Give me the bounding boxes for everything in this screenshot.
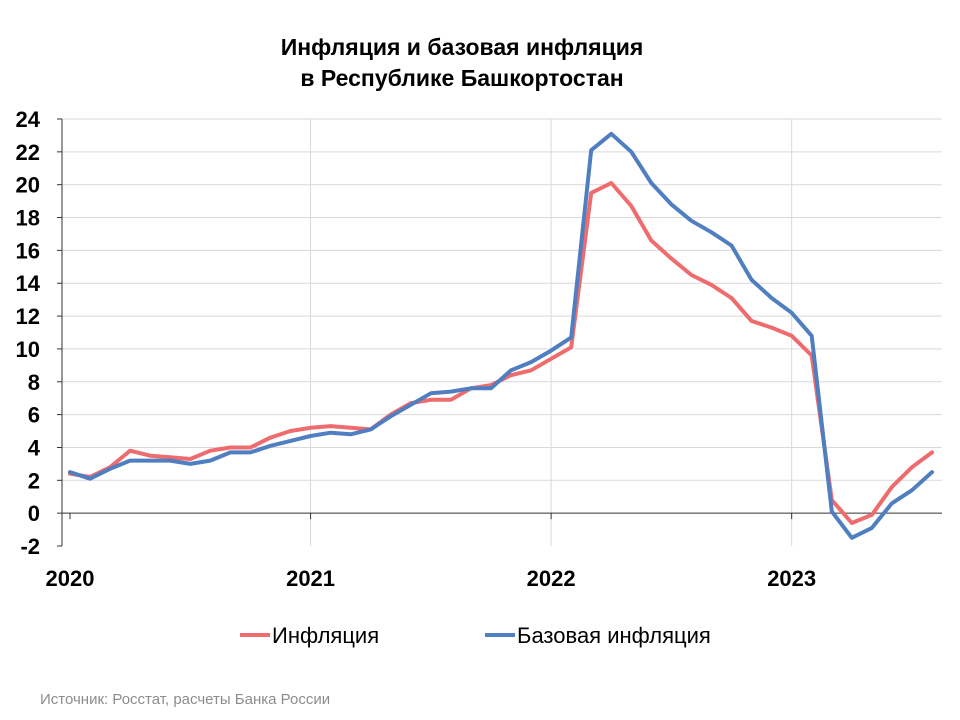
- chart-title-line-2: в Республике Башкортостан: [300, 65, 623, 91]
- series-lines: [68, 131, 934, 540]
- legend: Инфляция Базовая инфляция: [240, 623, 711, 648]
- source-note: Источник: Росстат, расчеты Банка России: [40, 691, 330, 708]
- y-tick-label: 8: [28, 370, 40, 395]
- x-tick-label: 2022: [527, 566, 576, 591]
- x-tick-label: 2023: [767, 566, 816, 591]
- y-tick-label: 2: [28, 468, 40, 493]
- y-tick-label: 18: [16, 206, 40, 231]
- x-tick-label: 2020: [46, 566, 95, 591]
- y-tick-label: -2: [20, 534, 40, 559]
- axes: [57, 118, 942, 547]
- chart-title-line-1: Инфляция и базовая инфляция: [281, 34, 644, 60]
- y-tick-label: 4: [28, 435, 41, 460]
- y-tick-label: 0: [28, 501, 40, 526]
- y-tick-label: 16: [16, 238, 40, 263]
- y-tick-label: 24: [16, 107, 41, 132]
- y-tick-label: 10: [16, 337, 40, 362]
- legend-label-inflation: Инфляция: [272, 623, 379, 648]
- series-line-inflation: [68, 181, 934, 525]
- series-line-core-inflation: [68, 131, 934, 540]
- y-tick-label: 14: [16, 271, 41, 296]
- legend-label-core-inflation: Базовая инфляция: [517, 623, 711, 648]
- y-tick-label: 22: [16, 140, 40, 165]
- y-tick-label: 12: [16, 304, 40, 329]
- x-axis-ticks: 2020 2021 2022 2023: [46, 566, 817, 591]
- y-tick-label: 6: [28, 403, 40, 428]
- x-tick-label: 2021: [286, 566, 335, 591]
- y-tick-label: 20: [16, 173, 40, 198]
- gridlines: [62, 118, 942, 546]
